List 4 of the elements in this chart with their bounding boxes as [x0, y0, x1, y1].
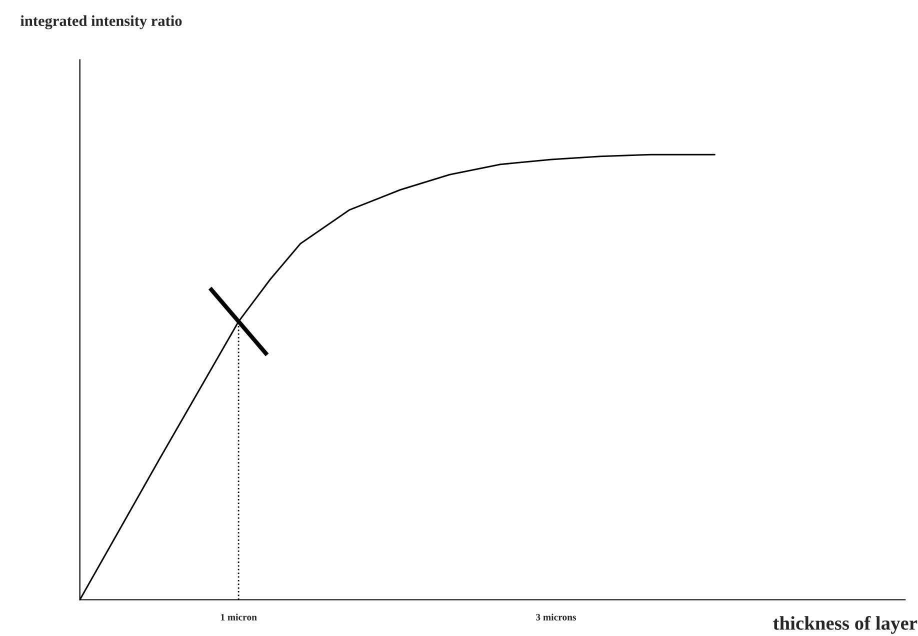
x-tick-label: 3 microns	[536, 614, 576, 620]
text: integrated intensity ratio	[20, 15, 182, 30]
x-tick-label: 1 micron	[220, 614, 257, 620]
x-axis-title: thickness of layer	[773, 616, 918, 634]
